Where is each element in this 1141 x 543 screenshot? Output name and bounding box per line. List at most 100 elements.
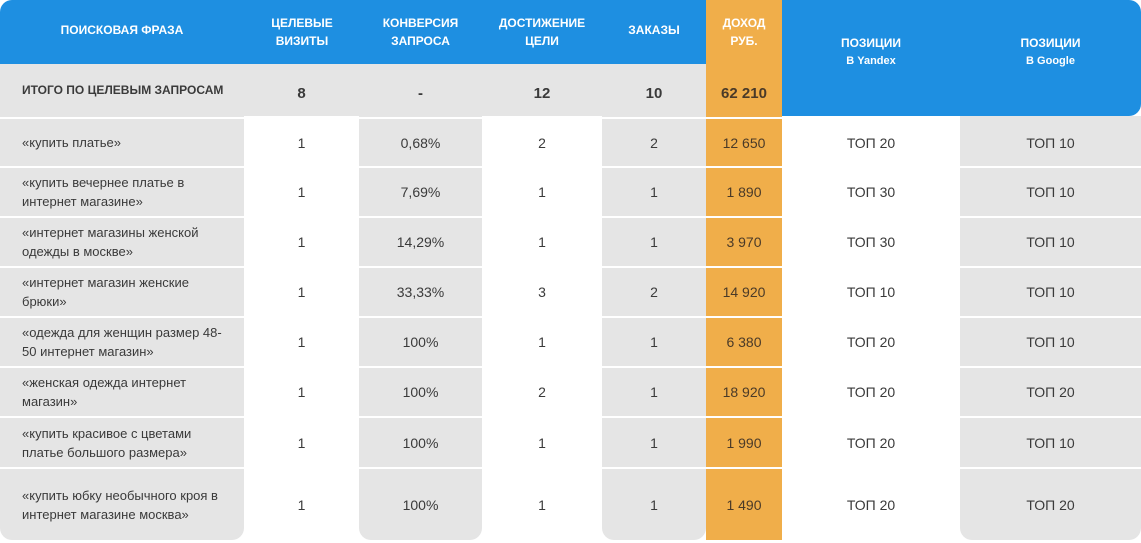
header-income-unit: РУБ. xyxy=(730,34,758,48)
header-visits: ЦЕЛЕВЫЕ ВИЗИТЫ xyxy=(271,16,333,48)
header-google: ПОЗИЦИИ В Google xyxy=(960,20,1141,84)
cell-goals: 3 xyxy=(538,284,546,300)
cell-goals: 2 xyxy=(538,384,546,400)
cell-income: 12 650 xyxy=(722,134,766,151)
cell-goals: 1 xyxy=(538,496,546,513)
cell-conversion: 33,33% xyxy=(396,284,445,300)
row-separator xyxy=(960,216,1141,218)
total-income: 62 210 xyxy=(721,84,767,102)
cell-phrase: «интернет магазин женские брюки» xyxy=(22,275,189,309)
header-phrase: ПОИСКОВАЯ ФРАЗА xyxy=(60,23,184,37)
cell-yandex: ТОП 30 xyxy=(846,184,896,200)
cell-yandex: ТОП 20 xyxy=(846,434,896,451)
cell-visits: 1 xyxy=(297,134,306,151)
cell-yandex: ТОП 30 xyxy=(846,234,896,250)
header-yandex-sub: В Yandex xyxy=(846,55,896,67)
row-separator xyxy=(960,366,1141,368)
cell-phrase: «женская одежда интернет магазин» xyxy=(22,375,187,409)
cell-income: 18 920 xyxy=(722,384,766,400)
cell-phrase: «купить красивое с цветами платье большо… xyxy=(22,425,192,460)
header-yandex: ПОЗИЦИИ В Yandex xyxy=(782,20,960,84)
cell-orders: 1 xyxy=(650,434,658,451)
cell-google: ТОП 20 xyxy=(1026,496,1075,513)
row-separator xyxy=(0,416,960,418)
cell-income: 14 920 xyxy=(722,284,766,300)
header-yandex-label: ПОЗИЦИИ xyxy=(840,36,902,50)
cell-yandex: ТОП 10 xyxy=(846,284,896,300)
cell-income: 1 990 xyxy=(726,434,762,451)
cell-conversion: 100% xyxy=(402,434,439,451)
cell-yandex: ТОП 20 xyxy=(846,496,896,513)
cell-phrase: «одежда для женщин размер 48-50 интернет… xyxy=(22,325,222,359)
cell-google: ТОП 10 xyxy=(1026,284,1075,300)
cell-visits: 1 xyxy=(297,384,306,400)
header-income: ДОХОД РУБ. xyxy=(706,0,782,64)
cell-yandex: ТОП 20 xyxy=(846,334,896,350)
row-separator xyxy=(0,467,960,469)
row-separator xyxy=(0,266,960,268)
cell-orders: 1 xyxy=(650,184,658,200)
header-band-positions xyxy=(782,40,1141,116)
header-income-label: ДОХОД xyxy=(722,16,766,30)
total-label: ИТОГО ПО ЦЕЛЕВЫМ ЗАПРОСАМ xyxy=(22,83,224,97)
row-separator xyxy=(960,166,1141,168)
cell-goals: 1 xyxy=(538,234,546,250)
total-goals: 12 xyxy=(533,84,551,102)
row-separator xyxy=(960,266,1141,268)
total-visits: 8 xyxy=(297,84,306,102)
cell-conversion: 100% xyxy=(402,496,439,513)
google-column-bg xyxy=(960,116,1141,540)
cell-phrase: «купить платье» xyxy=(22,135,121,150)
row-separator xyxy=(0,216,960,218)
total-goals-bg xyxy=(482,64,602,116)
cell-goals: 1 xyxy=(538,184,546,200)
cell-goals: 1 xyxy=(538,334,546,350)
cell-phrase: «купить вечернее платье в интернет магаз… xyxy=(22,175,185,209)
row-separator xyxy=(960,467,1141,469)
cell-visits: 1 xyxy=(297,284,306,300)
cell-income: 3 970 xyxy=(726,234,762,250)
cell-phrase: «интернет магазины женской одежды в моск… xyxy=(22,225,199,259)
cell-google: ТОП 10 xyxy=(1026,134,1075,151)
cell-google: ТОП 20 xyxy=(1026,384,1075,400)
header-conversion: КОНВЕРСИЯ ЗАПРОСА xyxy=(382,16,459,48)
cell-income: 6 380 xyxy=(726,334,762,350)
cell-income: 1 490 xyxy=(726,496,762,513)
cell-yandex: ТОП 20 xyxy=(846,134,896,151)
cell-google: ТОП 10 xyxy=(1026,234,1075,250)
cell-conversion: 100% xyxy=(402,384,439,400)
cell-goals: 1 xyxy=(538,434,546,451)
phrase-column-bg xyxy=(0,64,244,540)
row-separator xyxy=(0,316,960,318)
cell-conversion: 100% xyxy=(402,334,439,350)
cell-visits: 1 xyxy=(297,334,306,350)
cell-google: ТОП 10 xyxy=(1026,334,1075,350)
row-separator xyxy=(0,366,960,368)
cell-orders: 2 xyxy=(650,284,658,300)
income-column-bg xyxy=(706,0,782,540)
cell-visits: 1 xyxy=(297,434,306,451)
total-orders: 10 xyxy=(645,84,663,102)
row-separator xyxy=(960,316,1141,318)
cell-visits: 1 xyxy=(297,234,306,250)
cell-goals: 2 xyxy=(538,134,546,151)
header-google-sub: В Google xyxy=(1026,55,1075,67)
cell-orders: 2 xyxy=(650,134,658,151)
row-separator xyxy=(960,416,1141,418)
cell-conversion: 7,69% xyxy=(400,184,441,200)
cell-orders: 1 xyxy=(650,496,658,513)
cell-phrase: «купить юбку необычного кроя в интернет … xyxy=(22,487,218,522)
total-visits-bg xyxy=(244,64,359,116)
cell-conversion: 0,68% xyxy=(400,134,441,151)
total-conversion: - xyxy=(418,84,423,102)
cell-visits: 1 xyxy=(297,184,306,200)
cell-visits: 1 xyxy=(297,496,306,513)
cell-orders: 1 xyxy=(650,334,658,350)
row-separator xyxy=(0,166,960,168)
cell-orders: 1 xyxy=(650,384,658,400)
row-separator xyxy=(0,117,960,119)
cell-yandex: ТОП 20 xyxy=(846,384,896,400)
cell-google: ТОП 10 xyxy=(1026,434,1075,451)
cell-orders: 1 xyxy=(650,234,658,250)
conversion-column-bg xyxy=(359,64,482,540)
